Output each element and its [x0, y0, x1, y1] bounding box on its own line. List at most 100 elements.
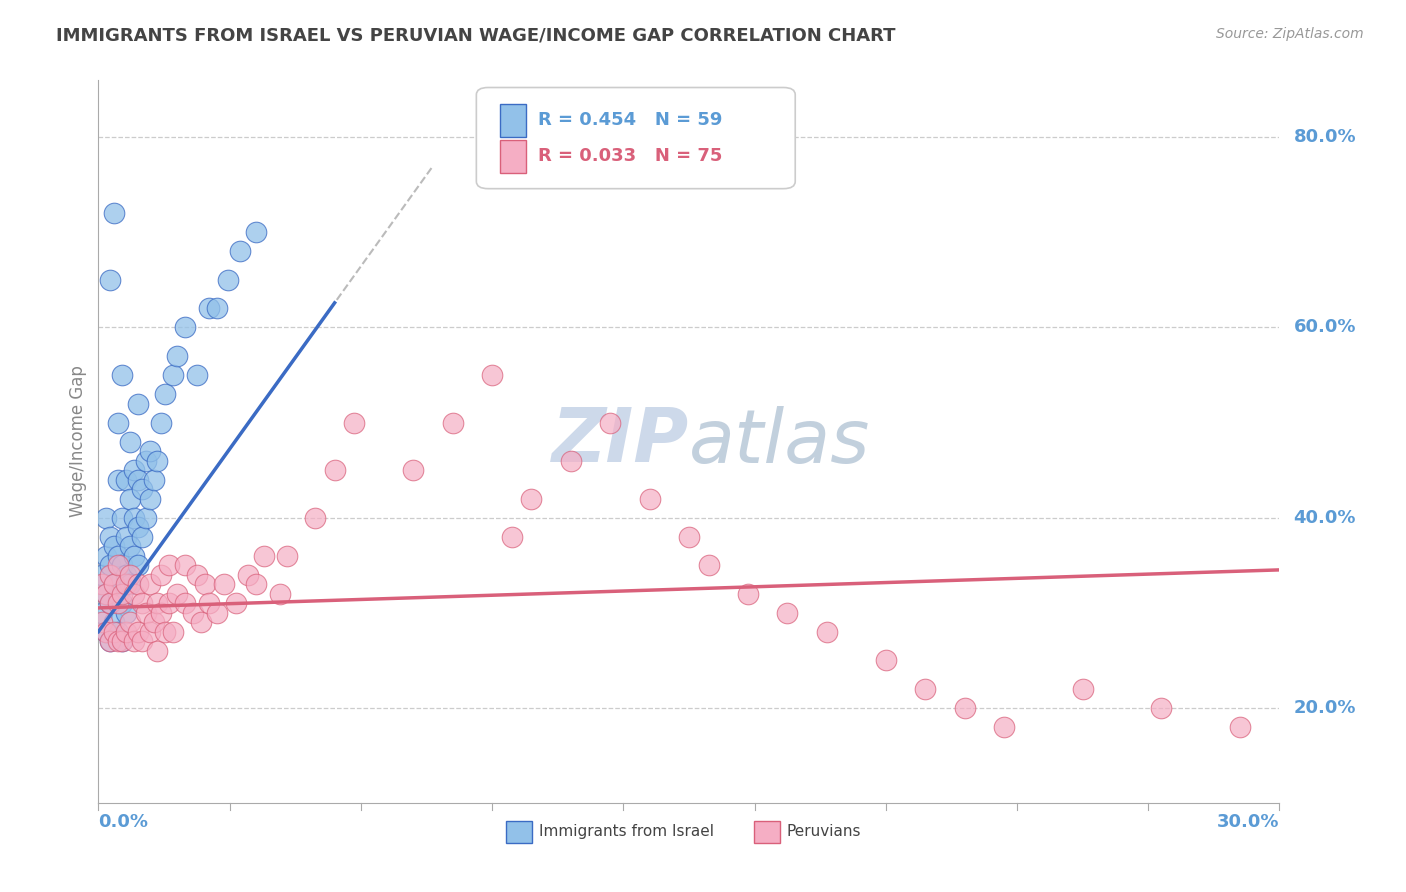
Point — [96, 510, 118, 524]
Point — [115, 606, 138, 620]
Point — [481, 368, 503, 382]
Point — [118, 577, 141, 591]
Point — [197, 301, 219, 316]
Text: Peruvians: Peruvians — [787, 824, 862, 839]
Point — [111, 510, 134, 524]
Point — [229, 244, 252, 259]
Text: 20.0%: 20.0% — [1294, 698, 1357, 717]
Point — [131, 530, 153, 544]
Point — [107, 624, 129, 639]
Point — [118, 539, 141, 553]
Point — [127, 473, 149, 487]
Point — [131, 482, 153, 496]
Point — [186, 567, 208, 582]
Point — [142, 473, 165, 487]
Point — [98, 596, 121, 610]
Point — [122, 587, 145, 601]
Bar — [501, 104, 526, 136]
Point — [91, 606, 114, 620]
Point — [107, 634, 129, 648]
Text: R = 0.033   N = 75: R = 0.033 N = 75 — [537, 147, 723, 165]
Point — [214, 577, 236, 591]
Point — [135, 453, 157, 467]
Point — [501, 530, 523, 544]
Point — [103, 206, 125, 220]
Point — [103, 615, 125, 630]
Point — [111, 368, 134, 382]
Point — [103, 577, 125, 591]
Point — [103, 624, 125, 639]
Point — [98, 596, 121, 610]
Point — [96, 549, 118, 563]
Bar — [506, 821, 531, 843]
Point — [122, 463, 145, 477]
Point — [111, 596, 134, 610]
Point — [138, 491, 160, 506]
Text: 0.0%: 0.0% — [98, 813, 149, 830]
Point — [127, 396, 149, 410]
Point — [118, 434, 141, 449]
Point — [162, 624, 184, 639]
Point — [157, 596, 180, 610]
Point — [98, 273, 121, 287]
Point — [135, 606, 157, 620]
Point — [993, 720, 1015, 734]
FancyBboxPatch shape — [477, 87, 796, 189]
Point — [91, 615, 114, 630]
Point — [815, 624, 838, 639]
Point — [115, 473, 138, 487]
Bar — [501, 140, 526, 173]
Point — [217, 273, 239, 287]
Point — [146, 643, 169, 657]
Point — [197, 596, 219, 610]
Point — [98, 634, 121, 648]
Point — [107, 558, 129, 573]
Point — [127, 558, 149, 573]
Point — [135, 510, 157, 524]
Bar — [754, 821, 780, 843]
Point — [127, 520, 149, 534]
Point — [155, 387, 177, 401]
Point — [131, 596, 153, 610]
Text: Source: ZipAtlas.com: Source: ZipAtlas.com — [1216, 27, 1364, 41]
Point — [111, 634, 134, 648]
Text: 40.0%: 40.0% — [1294, 508, 1357, 526]
Point — [174, 558, 197, 573]
Point — [245, 577, 267, 591]
Point — [127, 624, 149, 639]
Point — [107, 596, 129, 610]
Point — [737, 587, 759, 601]
Point — [91, 577, 114, 591]
Point — [111, 634, 134, 648]
Y-axis label: Wage/Income Gap: Wage/Income Gap — [69, 366, 87, 517]
Point — [1229, 720, 1251, 734]
Point — [115, 624, 138, 639]
Point — [96, 624, 118, 639]
Point — [150, 416, 173, 430]
Point — [150, 606, 173, 620]
Text: atlas: atlas — [689, 406, 870, 477]
Point — [111, 587, 134, 601]
Point — [402, 463, 425, 477]
Point — [269, 587, 291, 601]
Point — [127, 577, 149, 591]
Text: IMMIGRANTS FROM ISRAEL VS PERUVIAN WAGE/INCOME GAP CORRELATION CHART: IMMIGRANTS FROM ISRAEL VS PERUVIAN WAGE/… — [56, 27, 896, 45]
Point — [638, 491, 661, 506]
Point — [194, 577, 217, 591]
Point — [697, 558, 720, 573]
Point — [875, 653, 897, 667]
Point — [150, 567, 173, 582]
Point — [98, 567, 121, 582]
Point — [162, 368, 184, 382]
Point — [122, 634, 145, 648]
Point — [245, 226, 267, 240]
Point — [107, 473, 129, 487]
Point — [122, 549, 145, 563]
Point — [599, 416, 621, 430]
Point — [174, 596, 197, 610]
Point — [441, 416, 464, 430]
Point — [776, 606, 799, 620]
Point — [111, 558, 134, 573]
Point — [115, 577, 138, 591]
Point — [115, 567, 138, 582]
